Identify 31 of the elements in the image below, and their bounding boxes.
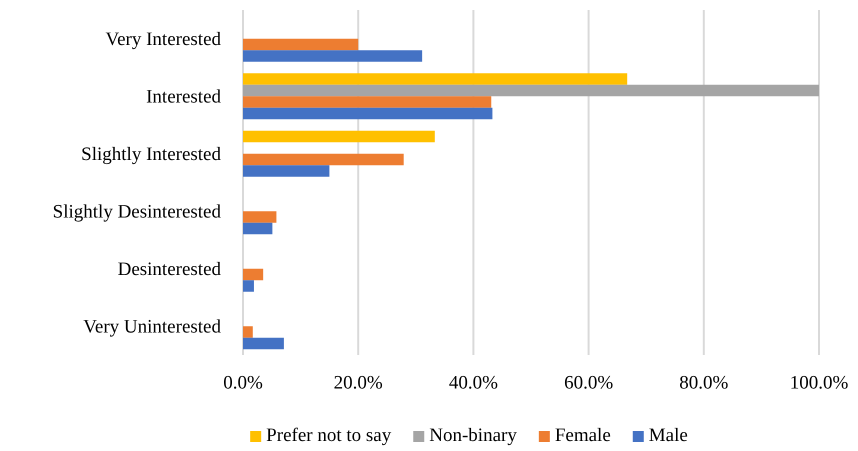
x-tick-label: 0.0% <box>223 372 263 394</box>
bar <box>243 326 253 338</box>
bar <box>243 165 330 177</box>
y-tick-label: Slightly Interested <box>81 144 222 165</box>
x-tick-label: 40.0% <box>448 372 498 394</box>
bar <box>243 50 422 62</box>
y-tick-label: Slightly Desinterested <box>52 201 222 222</box>
y-tick-label: Very Interested <box>105 28 222 50</box>
bar <box>243 211 276 223</box>
bar <box>243 38 358 50</box>
y-tick-label: Interested <box>146 86 222 108</box>
bar <box>243 96 492 108</box>
bar <box>243 130 435 142</box>
bar <box>243 338 284 350</box>
legend-label: Prefer not to say <box>266 425 392 446</box>
x-tick-label: 80.0% <box>679 372 729 394</box>
x-tick-label: 20.0% <box>334 372 383 394</box>
bar <box>243 108 492 120</box>
bar <box>243 280 254 292</box>
x-tick-label: 60.0% <box>564 372 614 394</box>
bar <box>243 222 272 234</box>
bar <box>243 73 628 85</box>
bar <box>243 154 404 166</box>
y-tick-label: Very Uninterested <box>83 316 222 338</box>
bar <box>243 84 819 96</box>
legend-label: Male <box>648 425 688 446</box>
legend-label: Female <box>554 425 611 446</box>
y-tick-label: Desinterested <box>118 258 222 280</box>
legend-label: Non-binary <box>429 425 518 446</box>
bar <box>243 268 264 280</box>
x-tick-label: 100.0% <box>790 372 848 394</box>
